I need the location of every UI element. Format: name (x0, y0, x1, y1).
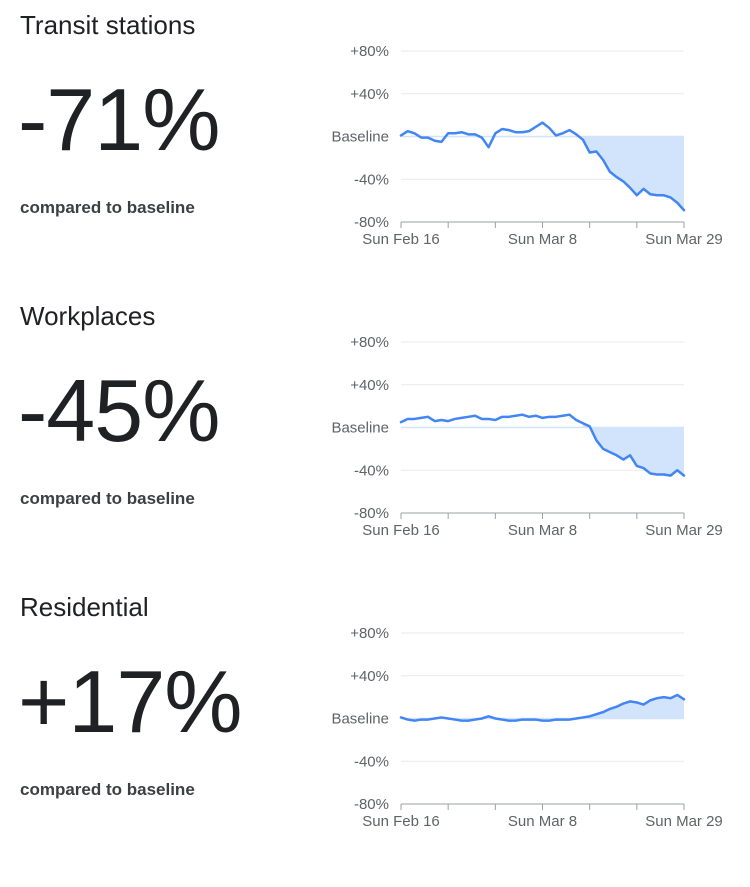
baseline-caption: compared to baseline (20, 489, 195, 508)
mobility-section-1: Workplaces -45% compared to baseline +80% +4… (0, 291, 750, 582)
mobility-line-chart[interactable]: +80% +40% Baseline -40% -80%Sun Feb 16 Sun Ma… (300, 291, 750, 582)
section-title: Residential (20, 592, 149, 622)
section-title: Transit stations (20, 10, 196, 40)
x-tick-label: Sun Feb 16 (362, 813, 440, 830)
change-value: -71% (18, 70, 220, 169)
y-tick-label: Baseline (331, 420, 389, 437)
change-area (582, 694, 684, 719)
section-title: Workplaces (20, 301, 156, 331)
mobility-line-chart[interactable]: +80% +40% Baseline -40% -80%Sun Feb 16 Sun Ma… (300, 582, 750, 873)
x-tick-label: Sun Mar 8 (508, 231, 577, 248)
mobility-section-0: Transit stations -71% compared to baseline… (0, 0, 750, 291)
change-value: +17% (18, 652, 243, 751)
y-tick-label: +40% (350, 668, 389, 685)
mobility-section-2: Residential +17% compared to baseline +80% +… (0, 582, 750, 873)
y-tick-label: +80% (350, 334, 389, 351)
y-tick-label: Baseline (331, 129, 389, 146)
change-area (582, 423, 684, 476)
x-tick-label: Sun Mar 8 (508, 813, 577, 830)
x-tick-label: Sun Mar 29 (645, 231, 723, 248)
x-tick-label: Sun Feb 16 (362, 522, 440, 539)
baseline-caption: compared to baseline (20, 780, 195, 799)
y-tick-label: +80% (350, 43, 389, 60)
y-tick-label: -80% (354, 796, 389, 813)
y-tick-label: +40% (350, 377, 389, 394)
y-tick-label: -40% (354, 171, 389, 188)
x-tick-label: Sun Mar 29 (645, 522, 723, 539)
x-tick-label: Sun Mar 8 (508, 522, 577, 539)
y-tick-label: +40% (350, 86, 389, 103)
change-value: -45% (18, 361, 220, 460)
y-tick-label: -80% (354, 214, 389, 231)
mobility-line-chart[interactable]: +80% +40% Baseline -40% -80%Sun Feb 16 Sun Ma… (300, 0, 750, 291)
change-area (582, 136, 684, 211)
x-tick-label: Sun Mar 29 (645, 813, 723, 830)
baseline-caption: compared to baseline (20, 198, 195, 217)
y-tick-label: +80% (350, 625, 389, 642)
y-tick-label: Baseline (331, 711, 389, 728)
y-tick-label: -80% (354, 505, 389, 522)
y-tick-label: -40% (354, 753, 389, 770)
x-tick-label: Sun Feb 16 (362, 231, 440, 248)
y-tick-label: -40% (354, 462, 389, 479)
